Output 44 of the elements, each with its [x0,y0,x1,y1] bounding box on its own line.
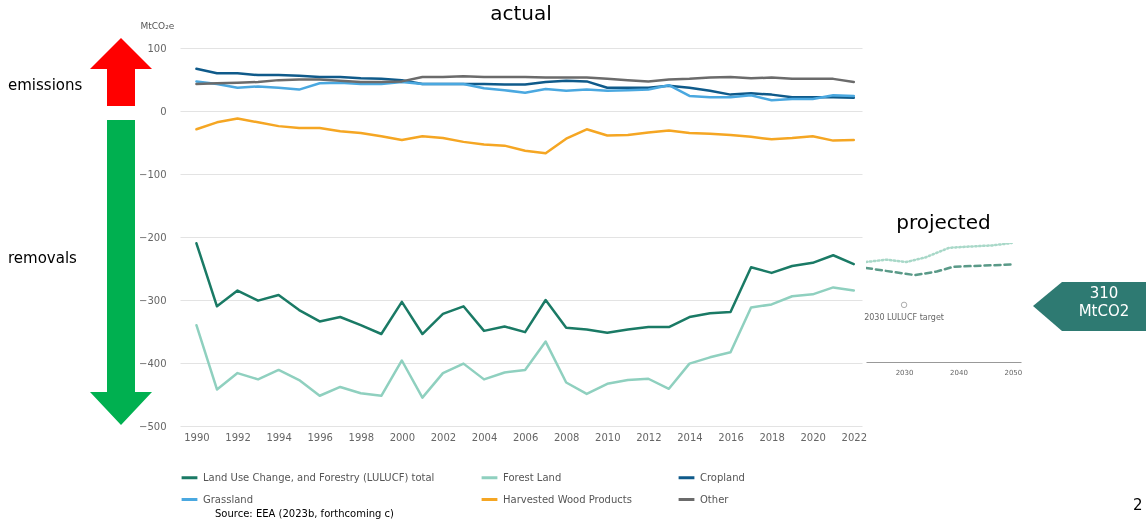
x-tick-label: 1990 [184,431,210,443]
legend-label: Cropland [700,471,745,483]
y-tick-label: 0 [160,105,167,117]
legend-label: Harvested Wood Products [503,493,632,505]
chart-title: projected [896,210,991,234]
x-tick-label: 2000 [389,431,416,443]
source-note: Source: EEA (2023b, forthcoming c) [215,508,395,519]
line-series [195,75,856,86]
line-series [195,80,856,102]
x-tick-label: 2014 [677,431,703,443]
legend-label: Forest Land [503,471,562,483]
y-tick-label: −100 [139,168,167,180]
line-series [195,286,856,399]
y-tick-label: −300 [139,294,167,306]
line-series [195,242,856,336]
y-tick-label: −400 [139,357,167,369]
text: emissions [8,76,83,94]
x-tick-label: 2006 [512,431,539,443]
x-tick-label: 2004 [471,431,498,443]
text: 2 [1133,496,1143,514]
chart-title: actual [490,1,552,25]
legend-label: Other [700,493,730,505]
x-tick-label: 1998 [348,431,374,443]
x-tick-label: 2022 [841,431,868,443]
annotation: 2030 LULUCF target [864,312,944,322]
x-tick-label: 1992 [225,431,251,443]
y-axis-title: MtCO₂e [140,20,175,31]
x-tick-label: 2018 [759,431,785,443]
y-tick-label: −200 [139,231,167,243]
x-tick-label: 1994 [266,431,292,443]
x-tick-label: 2016 [718,431,744,443]
line-series [195,117,856,155]
x-tick-label: 1996 [307,431,333,443]
legend-label: Land Use Change, and Forestry (LULUCF) total [203,471,435,483]
text: 310 MtCO2 [1077,284,1131,320]
x-tick-label: 2008 [553,431,580,443]
legend-label: Grassland [203,493,253,505]
y-tick-label: −500 [139,420,167,432]
y-tick-label: 100 [147,42,167,54]
x-tick-label: 2010 [595,431,621,443]
x-tick-label: 2002 [430,431,457,443]
x-tick-label: 2020 [800,431,826,443]
text: removals [8,249,77,267]
x-tick-label: 2012 [636,431,662,443]
